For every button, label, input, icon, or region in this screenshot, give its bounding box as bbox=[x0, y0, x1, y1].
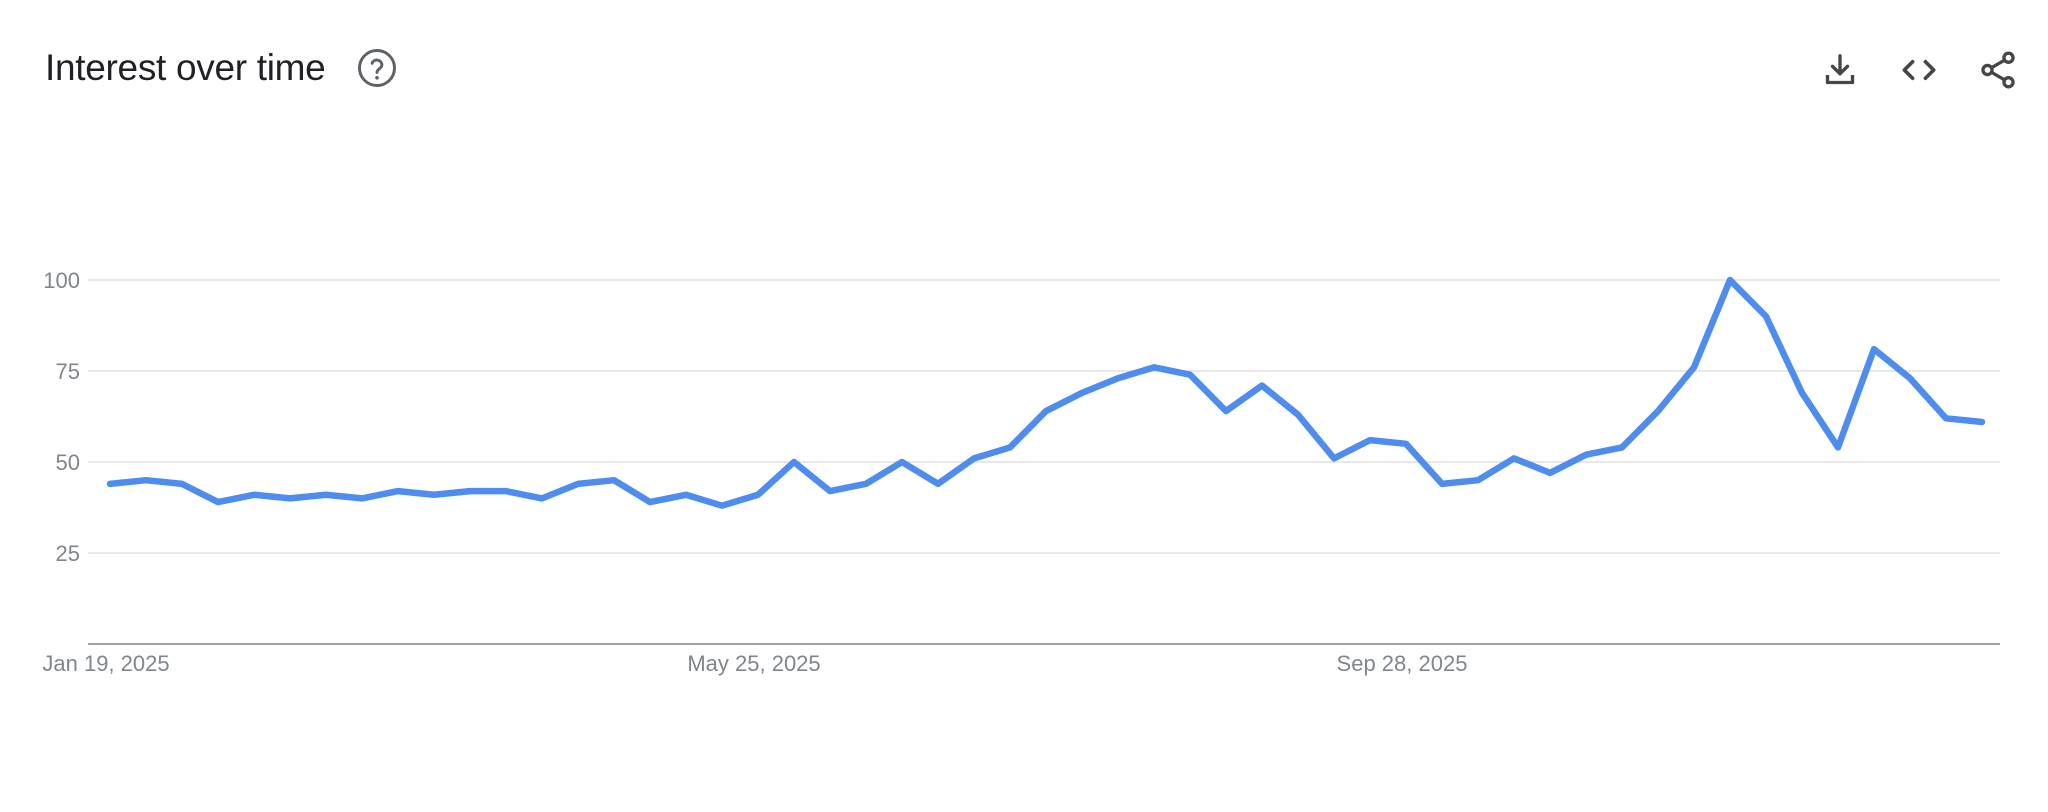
data-point[interactable] bbox=[392, 485, 404, 497]
data-point[interactable] bbox=[1184, 369, 1196, 381]
data-point[interactable] bbox=[932, 478, 944, 490]
data-point[interactable] bbox=[1148, 361, 1160, 373]
series-layer bbox=[104, 274, 1988, 512]
data-point[interactable] bbox=[1616, 441, 1628, 453]
data-point[interactable] bbox=[1328, 452, 1340, 464]
y-tick-label: 75 bbox=[56, 359, 80, 384]
data-point[interactable] bbox=[860, 478, 872, 490]
y-tick-label: 100 bbox=[43, 268, 80, 293]
embed-button[interactable] bbox=[1889, 40, 1949, 100]
data-point[interactable] bbox=[968, 452, 980, 464]
data-point[interactable] bbox=[824, 485, 836, 497]
embed-code-icon bbox=[1902, 59, 1936, 81]
data-point[interactable] bbox=[1760, 310, 1772, 322]
download-button[interactable] bbox=[1810, 40, 1870, 100]
x-tick-label: Sep 28, 2025 bbox=[1337, 651, 1468, 676]
download-icon bbox=[1825, 54, 1855, 85]
help-icon[interactable] bbox=[355, 46, 399, 90]
data-point[interactable] bbox=[1400, 438, 1412, 450]
data-point[interactable] bbox=[500, 485, 512, 497]
data-point[interactable] bbox=[572, 478, 584, 490]
data-point[interactable] bbox=[896, 456, 908, 468]
data-point[interactable] bbox=[1544, 467, 1556, 479]
data-point[interactable] bbox=[212, 496, 224, 508]
data-point[interactable] bbox=[1472, 474, 1484, 486]
data-point[interactable] bbox=[1904, 372, 1916, 384]
y-tick-label: 25 bbox=[56, 541, 80, 566]
data-point[interactable] bbox=[1832, 441, 1844, 453]
data-point[interactable] bbox=[320, 489, 332, 501]
card-header: Interest over time bbox=[45, 38, 399, 98]
data-point[interactable] bbox=[248, 489, 260, 501]
data-point[interactable] bbox=[1724, 274, 1736, 286]
data-point[interactable] bbox=[104, 478, 116, 490]
data-point[interactable] bbox=[608, 474, 620, 486]
help-circle-icon bbox=[358, 49, 397, 87]
data-point[interactable] bbox=[1292, 409, 1304, 421]
data-point[interactable] bbox=[644, 496, 656, 508]
series-line[interactable] bbox=[106, 276, 1986, 509]
data-point[interactable] bbox=[176, 478, 188, 490]
data-point[interactable] bbox=[1076, 387, 1088, 399]
data-point[interactable] bbox=[1220, 405, 1232, 417]
share-icon bbox=[1981, 51, 2015, 89]
data-point[interactable] bbox=[1508, 452, 1520, 464]
data-point[interactable] bbox=[284, 492, 296, 504]
x-axis-ticks: Jan 19, 2025 May 25, 2025 Sep 28, 2025 bbox=[42, 651, 1467, 676]
data-point[interactable] bbox=[1652, 405, 1664, 417]
data-point[interactable] bbox=[1436, 478, 1448, 490]
data-point[interactable] bbox=[464, 485, 476, 497]
data-point[interactable] bbox=[1940, 412, 1952, 424]
data-point[interactable] bbox=[140, 474, 152, 486]
data-point[interactable] bbox=[1976, 416, 1988, 428]
x-tick-label: May 25, 2025 bbox=[687, 651, 820, 676]
data-point[interactable] bbox=[680, 489, 692, 501]
data-point[interactable] bbox=[356, 492, 368, 504]
data-point[interactable] bbox=[428, 489, 440, 501]
data-point[interactable] bbox=[1004, 441, 1016, 453]
y-tick-label: 50 bbox=[56, 450, 80, 475]
data-point[interactable] bbox=[1796, 387, 1808, 399]
data-point[interactable] bbox=[1364, 434, 1376, 446]
data-point[interactable] bbox=[1868, 343, 1880, 355]
data-point[interactable] bbox=[1112, 372, 1124, 384]
data-point[interactable] bbox=[716, 500, 728, 512]
card-title: Interest over time bbox=[45, 47, 326, 88]
y-axis-ticks: 25 50 75 100 bbox=[43, 268, 80, 566]
chart-toolbar bbox=[1791, 40, 2028, 100]
x-tick-label: Jan 19, 2025 bbox=[42, 651, 169, 676]
data-point[interactable] bbox=[752, 489, 764, 501]
data-point[interactable] bbox=[1580, 449, 1592, 461]
data-point[interactable] bbox=[536, 492, 548, 504]
share-button[interactable] bbox=[1968, 40, 2028, 100]
data-point[interactable] bbox=[1040, 405, 1052, 417]
data-point[interactable] bbox=[788, 456, 800, 468]
gridlines bbox=[88, 279, 2000, 554]
data-point[interactable] bbox=[1256, 380, 1268, 392]
data-point[interactable] bbox=[1688, 361, 1700, 373]
